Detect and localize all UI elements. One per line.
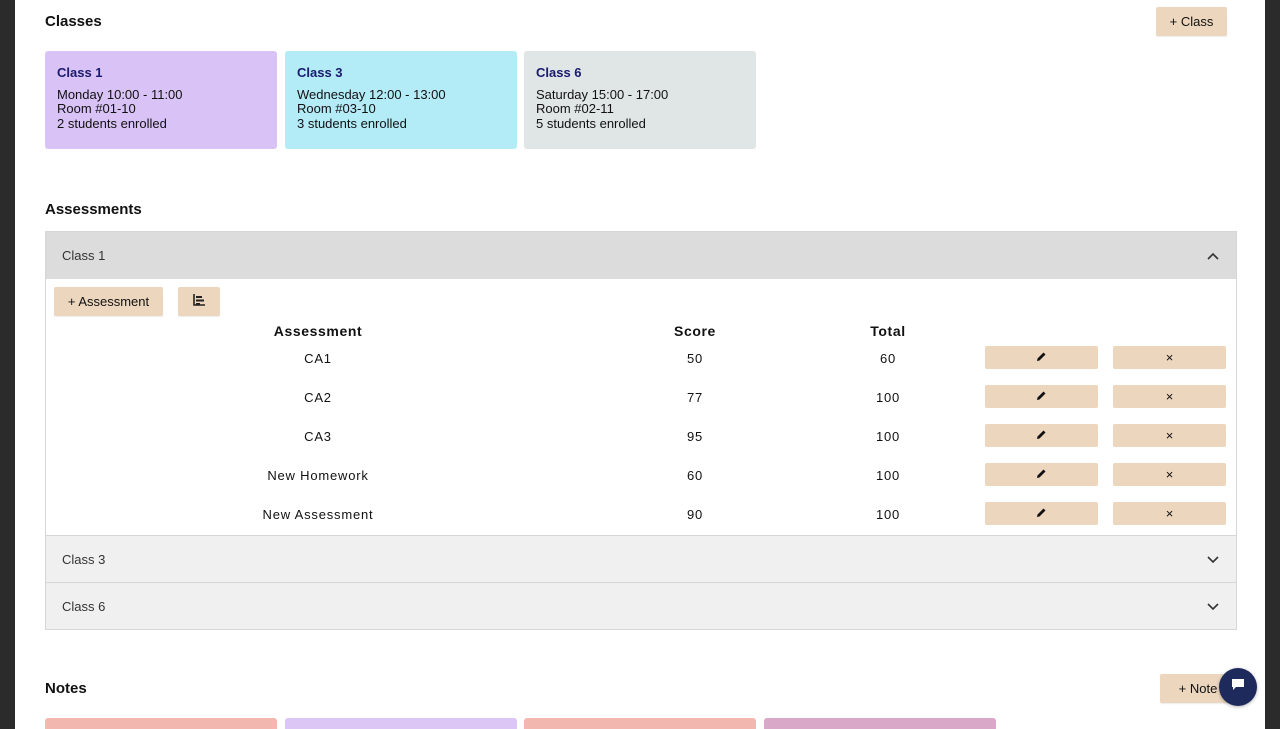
assessment-total: 100 [875, 507, 901, 522]
chart-button[interactable] [178, 287, 220, 316]
class-schedule: Saturday 15:00 - 17:00 [536, 86, 669, 102]
delete-button[interactable]: × [1113, 502, 1226, 525]
assessment-score: 90 [686, 507, 704, 522]
class-schedule: Wednesday 12:00 - 13:00 [297, 86, 446, 102]
class-card[interactable]: Class 3 Wednesday 12:00 - 13:00 Room #03… [285, 51, 517, 149]
assessment-score: 60 [686, 468, 704, 483]
column-header-assessment: Assessment [273, 323, 363, 339]
assessments-title: Assessments [45, 201, 142, 218]
delete-button[interactable]: × [1113, 463, 1226, 486]
assessments-accordion: Class 1 + Assessment Assessment Score To… [45, 231, 1237, 630]
assessment-name: CA2 [304, 390, 332, 405]
accordion-body-class-1: + Assessment Assessment Score Total CA1 … [46, 279, 1236, 535]
bar-chart-icon [192, 294, 206, 309]
edit-button[interactable] [985, 502, 1098, 525]
edit-button[interactable] [985, 385, 1098, 408]
note-card[interactable] [285, 718, 517, 729]
chat-button[interactable] [1219, 668, 1257, 706]
notes-title: Notes [45, 680, 87, 697]
accordion-label: Class 1 [62, 248, 106, 263]
note-card[interactable] [45, 718, 277, 729]
classes-title: Classes [45, 13, 102, 30]
assessment-name: CA1 [304, 351, 332, 366]
accordion-header-class-6[interactable]: Class 6 [46, 582, 1236, 629]
close-icon: × [1165, 350, 1174, 365]
pencil-icon [1036, 428, 1047, 443]
class-enrolled: 2 students enrolled [57, 115, 167, 131]
assessment-score: 95 [686, 429, 704, 444]
class-enrolled: 3 students enrolled [297, 115, 407, 131]
assessment-name: CA3 [304, 429, 332, 444]
edit-button[interactable] [985, 424, 1098, 447]
assessment-total: 100 [875, 429, 901, 444]
column-header-total: Total [870, 323, 906, 339]
class-card[interactable]: Class 6 Saturday 15:00 - 17:00 Room #02-… [524, 51, 756, 149]
close-icon: × [1165, 389, 1174, 404]
accordion-label: Class 3 [62, 551, 106, 567]
note-card[interactable] [764, 718, 996, 729]
pencil-icon [1036, 350, 1047, 365]
assessment-score: 50 [686, 351, 704, 366]
column-header-score: Score [674, 323, 716, 339]
assessment-score: 77 [686, 390, 704, 405]
assessment-total: 100 [875, 390, 901, 405]
class-schedule: Monday 10:00 - 11:00 [57, 86, 183, 102]
class-name: Class 6 [536, 65, 582, 80]
accordion-header-class-1[interactable]: Class 1 [46, 232, 1236, 279]
accordion-header-class-3[interactable]: Class 3 [46, 535, 1236, 582]
class-room: Room #01-10 [57, 101, 136, 116]
chevron-down-icon [1206, 599, 1220, 613]
note-card[interactable] [524, 718, 756, 729]
edit-button[interactable] [985, 346, 1098, 369]
add-class-button[interactable]: + Class [1156, 7, 1227, 36]
page: Classes + Class Class 1 Monday 10:00 - 1… [15, 0, 1265, 729]
accordion-label: Class 6 [62, 598, 106, 614]
delete-button[interactable]: × [1113, 424, 1226, 447]
delete-button[interactable]: × [1113, 346, 1226, 369]
pencil-icon [1036, 506, 1047, 521]
pencil-icon [1036, 467, 1047, 482]
assessment-total: 60 [879, 351, 897, 366]
close-icon: × [1165, 506, 1174, 521]
delete-button[interactable]: × [1113, 385, 1226, 408]
assessment-total: 100 [875, 468, 901, 483]
add-assessment-button[interactable]: + Assessment [54, 287, 163, 316]
close-icon: × [1165, 467, 1174, 482]
chat-bubble-icon [1231, 678, 1245, 696]
chevron-up-icon [1206, 249, 1220, 263]
assessment-name: New Homework [267, 468, 369, 483]
edit-button[interactable] [985, 463, 1098, 486]
class-card[interactable]: Class 1 Monday 10:00 - 11:00 Room #01-10… [45, 51, 277, 149]
assessment-name: New Assessment [262, 507, 374, 522]
class-name: Class 3 [297, 65, 343, 80]
class-enrolled: 5 students enrolled [536, 115, 646, 131]
chevron-down-icon [1206, 552, 1220, 566]
class-room: Room #02-11 [536, 101, 614, 116]
close-icon: × [1165, 428, 1174, 443]
class-name: Class 1 [57, 65, 103, 80]
class-room: Room #03-10 [297, 101, 376, 116]
pencil-icon [1036, 389, 1047, 404]
